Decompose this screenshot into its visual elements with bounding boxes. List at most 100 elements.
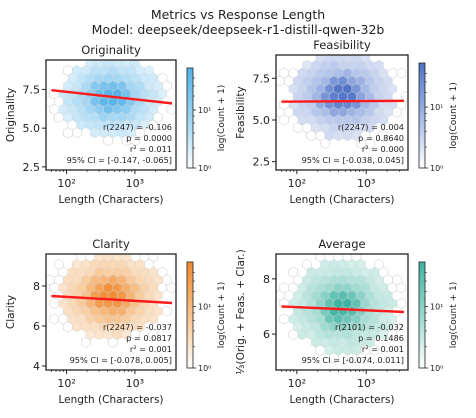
stats-line: r² = 0.001 — [130, 344, 172, 354]
colorbar — [186, 261, 194, 369]
stats-line: r(2247) = -0.037 — [103, 322, 172, 332]
panel-title: Average — [318, 237, 365, 251]
hexbin-cell — [365, 137, 375, 149]
colorbar-tick-label: 10⁰ — [430, 364, 443, 373]
y-tick-label: 7.5 — [253, 72, 271, 85]
hexbin-cell — [76, 60, 78, 61]
colorbar-label: log(Count + 1) — [449, 82, 459, 148]
regression-line — [281, 99, 404, 103]
colorbar — [186, 67, 194, 169]
x-axis-label: Length (Characters) — [58, 394, 163, 406]
stats-line: p = 0.0000 — [126, 133, 172, 143]
stats-line: p = 0.0817 — [126, 333, 172, 343]
y-tick-label: 5.0 — [23, 122, 41, 135]
hexbin-cell — [49, 297, 60, 309]
y-axis-label: Originality — [5, 88, 17, 142]
colorbar-tick-label: 10⁰ — [198, 364, 211, 373]
hexbin-cell — [63, 321, 73, 333]
hexbin-cell — [148, 313, 159, 325]
x-tick-label: 10³ — [357, 177, 375, 190]
panel-clarity: 4 6 8 10² 10³ Clarity Length (Characters) Clari… — [5, 237, 227, 406]
y-axis-label: ⅓(Orig. + Feas. + Clar.) — [235, 249, 247, 374]
hexbin-cell — [356, 352, 366, 364]
hexbin-cell — [166, 282, 176, 294]
hexbin-cell — [103, 135, 114, 147]
hexbin-cell — [279, 114, 290, 126]
hexbin-cell — [396, 282, 407, 294]
hexbin-cell — [72, 127, 82, 139]
hexbin-cell — [279, 313, 290, 325]
hexbin-cell — [49, 313, 60, 325]
y-axis-label: Clarity — [5, 295, 17, 329]
y-tick-label: 6 — [33, 320, 40, 333]
hexbin-cell — [130, 135, 141, 147]
y-tick-label: 2.5 — [23, 161, 41, 174]
hexbin-cell — [130, 329, 141, 341]
panel-feasibility: 2.5 5.0 7.5 10² 10³ Feasibility Length (Charac… — [235, 38, 459, 206]
plot-frame — [45, 253, 177, 371]
panels-group: 2.5 5.0 7.5 10² 10³ Originality Length (Charac… — [5, 38, 459, 406]
stats-line: p = 0.8640 — [358, 133, 404, 143]
hexbin-cell — [293, 122, 303, 134]
plot-frame — [45, 59, 177, 171]
colorbar-tick-label: 10¹ — [430, 303, 443, 312]
figure-subtitle: Model: deepseek/deepseek-r1-distill-qwen… — [92, 22, 385, 37]
stats-line: r(2247) = 0.004 — [338, 122, 404, 132]
hexbin-cell — [378, 130, 389, 142]
colorbar-label: log(Count + 1) — [449, 282, 459, 348]
hexbin-layer — [46, 60, 176, 147]
hexbin-cell — [166, 103, 176, 115]
hexbin-cell — [162, 305, 172, 317]
hexbin-cell — [81, 336, 91, 348]
stats-line: 95% CI = [-0.078, 0.005] — [70, 355, 172, 365]
colorbar-tick-label: 10⁰ — [430, 164, 443, 173]
hexbin-cell — [63, 127, 73, 139]
x-tick-label: 10³ — [357, 377, 375, 390]
hexbin-cell — [108, 336, 118, 348]
hexbin-cell — [306, 130, 317, 142]
y-tick-label: 5.0 — [253, 114, 271, 127]
hexbin-layer — [276, 55, 408, 149]
colorbar-tick-label: 10¹ — [430, 103, 443, 112]
hexbin-cell — [392, 106, 402, 118]
stats-line: r(2247) = -0.106 — [103, 122, 172, 132]
hexbin-cell — [315, 344, 326, 356]
panel-title: Clarity — [92, 237, 130, 251]
colorbar-tick-label: 10¹ — [198, 303, 211, 312]
y-tick-label: 7.5 — [23, 83, 41, 96]
colorbar — [418, 62, 426, 169]
hexbin-cell — [306, 55, 308, 56]
hexbin-cell — [329, 352, 339, 364]
x-tick-label: 10² — [288, 177, 306, 190]
x-tick-label: 10³ — [126, 177, 144, 190]
stats-line: r² = 0.000 — [362, 144, 404, 154]
stats-line: r(2101) = -0.032 — [335, 322, 404, 332]
y-tick-label: 8 — [263, 273, 270, 286]
y-tick-label: 4 — [33, 360, 40, 373]
hexbin-cell — [148, 329, 159, 341]
hexbin-cell — [378, 114, 389, 126]
stats-line: r² = 0.011 — [130, 144, 172, 154]
panel-title: Feasibility — [313, 38, 371, 52]
hexbin-cell — [396, 67, 407, 79]
hexbin-cell — [369, 344, 380, 356]
x-axis-label: Length (Characters) — [289, 394, 394, 406]
panel-average: 6 8 10² 10³ Average Length (Characters) ⅓(Orig… — [235, 237, 459, 406]
colorbar — [418, 261, 426, 369]
panel-originality: 2.5 5.0 7.5 10² 10³ Originality Length (Charac… — [5, 43, 227, 206]
x-axis-label: Length (Characters) — [58, 194, 163, 206]
y-tick-label: 2.5 — [253, 156, 271, 169]
stats-line: p = 0.1486 — [358, 333, 404, 343]
regression-line — [51, 89, 173, 105]
y-tick-label: 8 — [33, 280, 40, 293]
hexbin-layer — [46, 254, 176, 348]
hexbin-cell — [387, 329, 398, 341]
x-axis-label: Length (Characters) — [289, 194, 394, 206]
x-tick-label: 10³ — [126, 377, 144, 390]
plot-frame — [275, 253, 409, 371]
colorbar-label: log(Count + 1) — [217, 85, 227, 151]
plot-frame — [275, 54, 409, 171]
stats-line: r² = 0.001 — [362, 344, 404, 354]
x-tick-label: 10² — [288, 377, 306, 390]
